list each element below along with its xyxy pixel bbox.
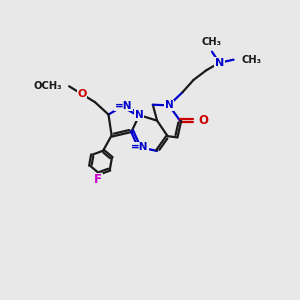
Text: F: F [94,173,102,186]
Text: CH₃: CH₃ [241,55,261,65]
Text: N: N [164,100,173,110]
Text: N: N [215,58,224,68]
Text: O: O [199,114,209,127]
Text: N: N [135,110,144,120]
Text: =N: =N [130,142,148,152]
Text: O: O [77,89,87,99]
Text: OCH₃: OCH₃ [34,81,62,91]
Text: CH₃: CH₃ [202,37,222,46]
Text: =N: =N [115,101,132,111]
